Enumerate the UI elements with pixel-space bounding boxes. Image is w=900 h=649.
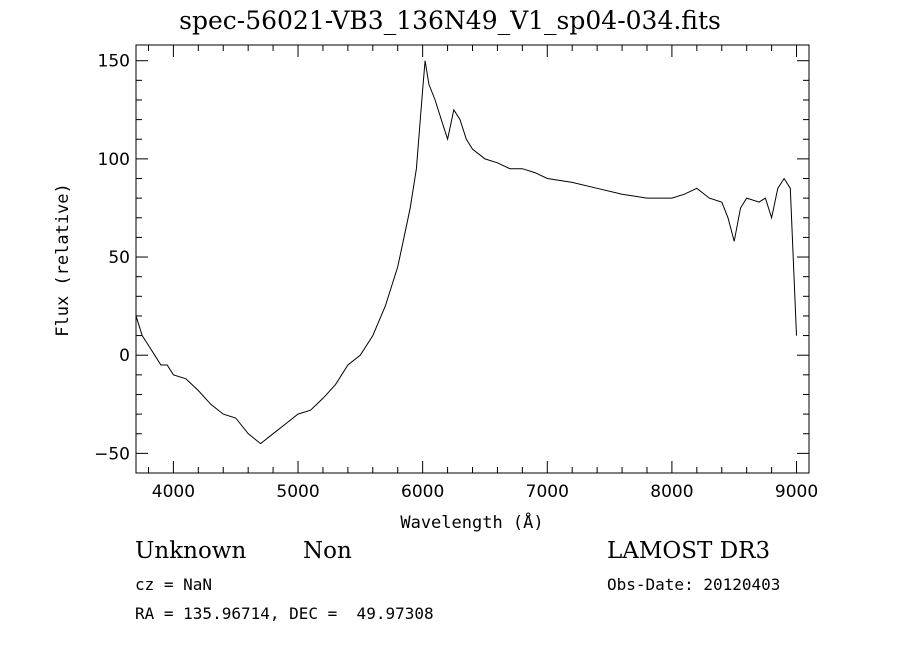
x-axis-label: Wavelength (Å): [400, 511, 543, 533]
redshift-text: cz = NaN: [135, 575, 213, 594]
coordinates-text: RA = 135.96714, DEC = 49.97308: [135, 604, 434, 623]
object-class: Unknown: [135, 538, 247, 564]
y-tick-label: 100: [98, 150, 130, 170]
x-tick-label: 8000: [650, 482, 693, 502]
y-tick-label: −50: [94, 444, 130, 464]
spectrum-line: [135, 60, 797, 445]
chart-title: spec-56021-VB3_136N49_V1_sp04-034.fits: [179, 6, 721, 35]
survey-name: LAMOST DR3: [607, 538, 771, 564]
y-tick-label: 150: [98, 52, 130, 72]
y-tick-label: 50: [108, 248, 130, 268]
object-subclass: Non: [303, 538, 352, 564]
x-tick-label: 6000: [401, 482, 444, 502]
y-tick-label: 0: [119, 346, 130, 366]
x-tick-label: 7000: [526, 482, 569, 502]
x-tick-label: 4000: [152, 482, 195, 502]
x-tick-label: 5000: [276, 482, 319, 502]
y-axis-label: Flux (relative): [53, 183, 73, 337]
x-tick-label: 9000: [775, 482, 818, 502]
plot-frame: [135, 44, 810, 474]
axis-ticks: [136, 45, 809, 474]
obs-date-text: Obs-Date: 20120403: [607, 575, 781, 594]
axis-tick-labels: 4000 5000 6000 7000 8000 9000 −50 0 50 100 150: [94, 52, 818, 502]
